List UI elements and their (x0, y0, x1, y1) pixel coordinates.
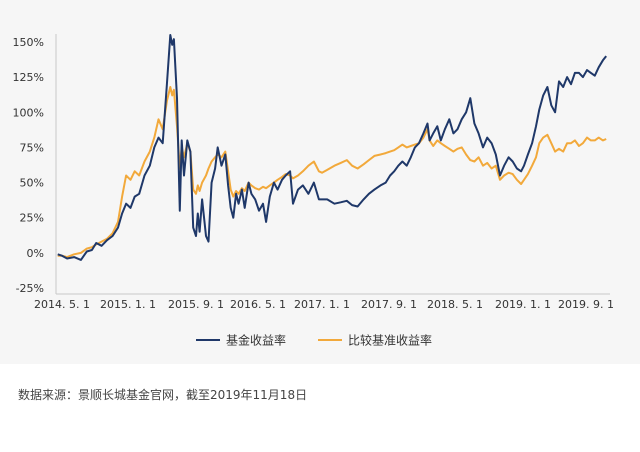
y-tick-label: 0% (27, 247, 44, 260)
x-tick-label: 2016. 5. 1 (230, 298, 286, 311)
x-tick-label: 2017. 9. 1 (361, 298, 417, 311)
x-tick-label: 2015. 1. 1 (100, 298, 156, 311)
series-lines (57, 34, 607, 261)
legend-label-benchmark: 比较基准收益率 (348, 333, 432, 348)
x-tick-label: 2015. 9. 1 (168, 298, 224, 311)
series-line-benchmark (57, 86, 607, 259)
y-tick-label: 100% (13, 106, 44, 119)
source-note: 数据来源：景顺长城基金官网，截至2019年11月18日 (18, 388, 308, 402)
chart-panel (0, 0, 640, 364)
x-tick-label: 2014. 5. 1 (34, 298, 90, 311)
y-tick-label: 125% (13, 71, 44, 84)
y-tick-label: 50% (20, 177, 44, 190)
x-tick-label: 2019. 9. 1 (558, 298, 614, 311)
y-tick-label: 150% (13, 36, 44, 49)
x-tick-label: 2017. 1. 1 (294, 298, 350, 311)
y-tick-label: 75% (20, 141, 44, 154)
x-tick-label: 2019. 1. 1 (495, 298, 551, 311)
legend-label-fund: 基金收益率 (226, 333, 286, 348)
legend: 基金收益率 比较基准收益率 (196, 333, 432, 348)
y-tick-labels: 150% 125% 100% 75% 50% 25% 0% -25% (13, 36, 44, 295)
y-tick-label: 25% (20, 212, 44, 225)
line-chart: 150%125%100%75%50%25%0%-25% 2014. 5. 1 20… (13, 34, 614, 348)
y-tick-label: -25% (16, 282, 44, 295)
x-tick-labels: 2014. 5. 1 2015. 1. 1 2015. 9. 1 2016. 5. 1… (34, 298, 614, 311)
x-tick-label: 2018. 5. 1 (427, 298, 483, 311)
series-line-fund (57, 34, 607, 261)
